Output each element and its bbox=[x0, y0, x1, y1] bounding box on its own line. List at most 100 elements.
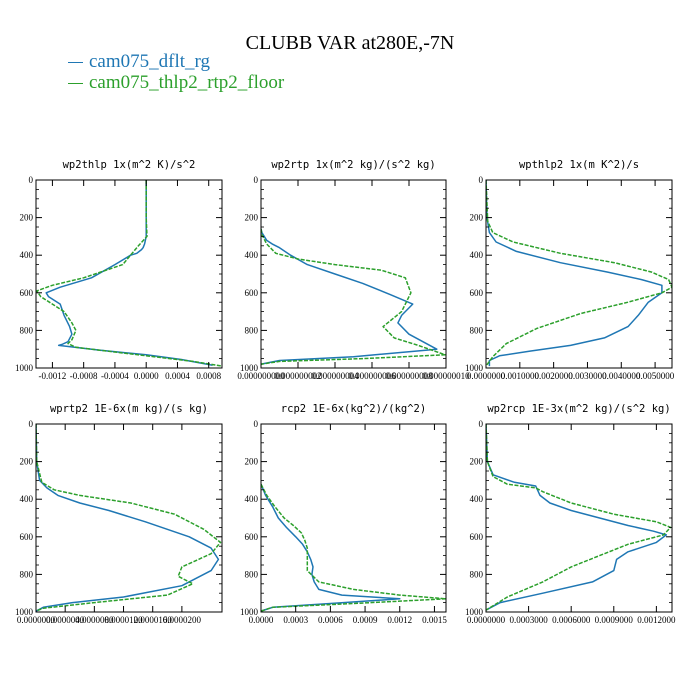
x-tick-label: 0.0009 bbox=[353, 615, 378, 625]
x-tick-label: 0.0004 bbox=[165, 371, 190, 381]
x-tick-label: 0.0000200 bbox=[163, 615, 202, 625]
legend-label: cam075_dflt_rg bbox=[89, 51, 211, 72]
y-tick-label: 200 bbox=[20, 457, 34, 467]
plot-frame bbox=[260, 423, 447, 613]
chart-title: wp2rcp 1E-3x(m^2 kg)/(s^2 kg) bbox=[487, 403, 670, 415]
chart-panel-2: wp2rtp 1x(m^2 kg)/(s^2 kg) 0 200 400 600 800 1… bbox=[237, 159, 470, 381]
y-tick-label: 800 bbox=[20, 325, 34, 335]
y-tick-label: 400 bbox=[245, 494, 259, 504]
y-tick-label: 1000 bbox=[465, 607, 484, 617]
x-tick-label: 0.0015 bbox=[422, 615, 447, 625]
x-tick-label: -0.0004 bbox=[101, 371, 129, 381]
y-tick-label: 400 bbox=[20, 250, 34, 260]
x-tick-label: 0.0050000 bbox=[636, 371, 675, 381]
series-group bbox=[261, 228, 446, 365]
x-tick-label: -0.0012 bbox=[39, 371, 67, 381]
x-tick-label: 0.000000008 bbox=[385, 371, 433, 381]
series-line-dflt bbox=[261, 483, 401, 612]
y-tick-label: 600 bbox=[245, 532, 259, 542]
y-tick-label: 0 bbox=[29, 175, 34, 185]
series-line-dflt bbox=[261, 228, 438, 365]
x-tick-label: 0.000000002 bbox=[274, 371, 321, 381]
x-tick-label: 0.0012 bbox=[387, 615, 412, 625]
x-tick-label: -0.0008 bbox=[70, 371, 98, 381]
y-tick-label: 800 bbox=[20, 569, 34, 579]
x-tick-label: 0.0030000 bbox=[568, 371, 607, 381]
y-tick-label: 400 bbox=[245, 250, 259, 260]
x-tick-label: 0.0003000 bbox=[509, 615, 548, 625]
x-tick-label: 0.000000000 bbox=[237, 371, 285, 381]
page-title: CLUBB VAR at280E,-7N bbox=[245, 32, 455, 54]
x-tick-label: 0.0003 bbox=[283, 615, 308, 625]
y-tick-label: 200 bbox=[470, 457, 484, 467]
series-group bbox=[486, 180, 672, 367]
x-tick-label: 0.000000010 bbox=[422, 371, 470, 381]
x-tick-label: 0.000000004 bbox=[311, 371, 359, 381]
chart-title: rcp2 1E-6x(kg^2)/(kg^2) bbox=[281, 403, 426, 415]
x-tick-label: 0.0008 bbox=[196, 371, 221, 381]
plot-frame bbox=[35, 179, 223, 369]
chart-panel-4: wprtp2 1E-6x(m kg)/(s kg) 0 200 400 600 800 10… bbox=[15, 403, 223, 625]
y-tick-label: 600 bbox=[470, 288, 484, 298]
y-tick-label: 600 bbox=[245, 288, 259, 298]
plot-frame bbox=[485, 179, 673, 369]
y-tick-label: 800 bbox=[245, 325, 259, 335]
chart-panel-6: wp2rcp 1E-3x(m^2 kg)/(s^2 kg)0 200 400 600 8… bbox=[465, 403, 676, 625]
y-tick-label: 0 bbox=[254, 419, 259, 429]
y-tick-label: 0 bbox=[254, 175, 259, 185]
series-line-dflt bbox=[36, 424, 220, 612]
y-tick-label: 0 bbox=[29, 419, 34, 429]
x-tick-label: 0.0000000 bbox=[467, 615, 506, 625]
series-group bbox=[36, 424, 222, 612]
y-tick-label: 1000 bbox=[240, 607, 259, 617]
x-tick-label: 0.0006000 bbox=[552, 615, 591, 625]
series-line-floor bbox=[486, 424, 672, 611]
y-tick-label: 200 bbox=[470, 213, 484, 223]
y-tick-label: 800 bbox=[470, 569, 484, 579]
series-group bbox=[261, 483, 446, 612]
y-tick-label: 600 bbox=[20, 288, 34, 298]
series-line-dflt bbox=[45, 180, 213, 366]
chart-title: wp2rtp 1x(m^2 kg)/(s^2 kg) bbox=[271, 159, 435, 171]
legend-item-dflt: cam075_dflt_rg bbox=[68, 51, 210, 73]
x-tick-label: 0.0000080 bbox=[75, 615, 114, 625]
series-line-dflt bbox=[486, 424, 668, 611]
y-tick-label: 600 bbox=[20, 532, 34, 542]
y-tick-label: 1000 bbox=[465, 363, 484, 373]
series-group bbox=[486, 424, 672, 611]
y-tick-label: 1000 bbox=[15, 607, 34, 617]
x-tick-label: 0.0000 bbox=[249, 615, 274, 625]
legend-swatch bbox=[68, 82, 83, 84]
series-line-floor bbox=[261, 228, 446, 365]
y-tick-label: 0 bbox=[479, 175, 484, 185]
y-tick-label: 1000 bbox=[240, 363, 259, 373]
series-line-floor bbox=[261, 483, 446, 612]
x-tick-label: 0.0020000 bbox=[535, 371, 574, 381]
y-tick-label: 800 bbox=[470, 325, 484, 335]
legend-label: cam075_thlp2_rtp2_floor bbox=[89, 72, 285, 93]
y-tick-label: 0 bbox=[479, 419, 484, 429]
y-tick-label: 800 bbox=[245, 569, 259, 579]
x-tick-label: 0.0006 bbox=[318, 615, 343, 625]
x-tick-label: 0.0000000 bbox=[467, 371, 506, 381]
series-line-dflt bbox=[486, 180, 663, 367]
y-tick-label: 200 bbox=[245, 213, 259, 223]
chart-panel-1: wp2thlp 1x(m^2 K)/s^2 0 200 400 600 800 1000 -0… bbox=[15, 159, 223, 381]
plot-frame bbox=[35, 423, 223, 613]
chart-panel-3: wpthlp2 1x(m K^2)/s020040060080010000.00… bbox=[465, 159, 675, 381]
y-tick-label: 200 bbox=[20, 213, 34, 223]
x-tick-label: 0.0040000 bbox=[602, 371, 641, 381]
y-tick-label: 200 bbox=[245, 457, 259, 467]
chart-title: wp2thlp 1x(m^2 K)/s^2 bbox=[63, 159, 196, 171]
x-tick-label: 0.0000160 bbox=[134, 615, 173, 625]
x-tick-label: 0.000000006 bbox=[348, 371, 396, 381]
x-tick-label: 0.0000040 bbox=[46, 615, 85, 625]
y-tick-label: 400 bbox=[470, 494, 484, 504]
chart-title: wpthlp2 1x(m K^2)/s bbox=[519, 159, 639, 171]
y-tick-label: 400 bbox=[20, 494, 34, 504]
x-tick-label: 0.0000120 bbox=[104, 615, 143, 625]
plot-frame bbox=[485, 423, 673, 613]
chart-panel-5: rcp2 1E-6x(kg^2)/(kg^2) 0 200 400 600 800 1000… bbox=[240, 403, 447, 625]
x-tick-label: 0.0012000 bbox=[637, 615, 676, 625]
